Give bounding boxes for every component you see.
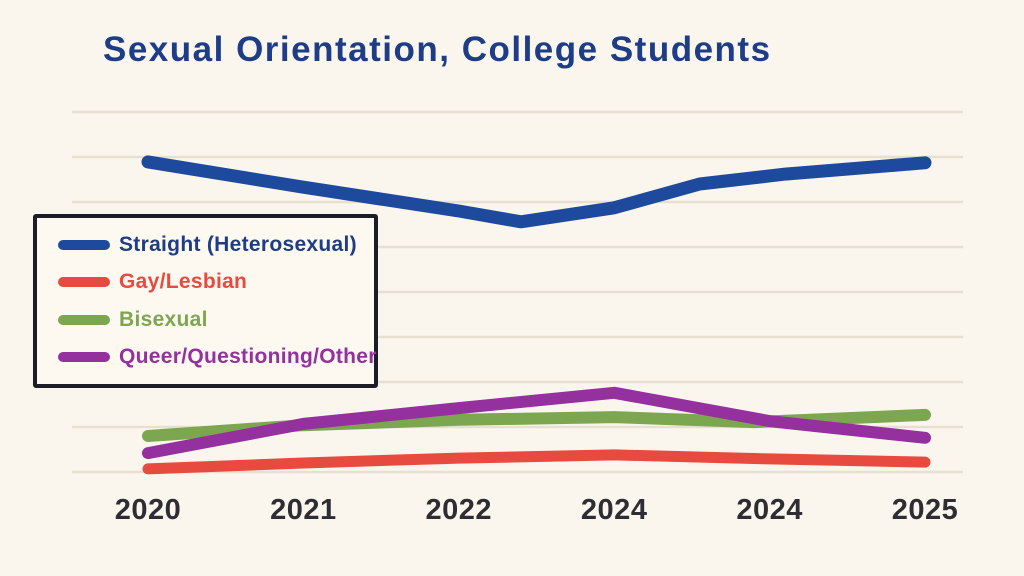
legend-label: Queer/Questioning/Other: [119, 344, 377, 368]
legend-label: Gay/Lesbian: [119, 270, 248, 294]
line-straight-heterosexual: [141, 155, 932, 229]
series-lines: [141, 155, 932, 475]
legend-item-gay-lesbian: Gay/Lesbian: [58, 270, 364, 294]
x-tick-label: 2020: [114, 494, 182, 526]
x-tick-label: 2021: [270, 494, 337, 526]
legend-item-bisexual: Bisexual: [58, 308, 364, 332]
legend-swatch-straight-heterosexual: [58, 240, 110, 250]
x-tick-label: 2024: [580, 494, 648, 526]
legend-swatch-gay-lesbian: [58, 277, 110, 288]
legend-swatch-queer-questioning-other: [58, 351, 110, 362]
legend-label: Bisexual: [119, 307, 208, 331]
legend: Straight (Heterosexual) Gay/Lesbian Bisexu…: [33, 214, 378, 388]
line-queer-questioning-other: [142, 386, 931, 460]
legend-item-queer-questioning-other: Queer/Questioning/Other: [58, 345, 376, 369]
x-tick-label: 2025: [891, 494, 959, 526]
legend-label: Straight (Heterosexual): [119, 233, 357, 256]
x-tick-label: 2022: [425, 494, 493, 526]
line-gay-lesbian: [142, 449, 931, 475]
legend-item-straight-heterosexual: Straight (Heterosexual): [58, 233, 364, 257]
chart-title: Sexual Orientation, College Students: [103, 30, 772, 69]
x-tick-label: 2024: [736, 494, 803, 526]
legend-swatch-bisexual: [58, 314, 110, 325]
